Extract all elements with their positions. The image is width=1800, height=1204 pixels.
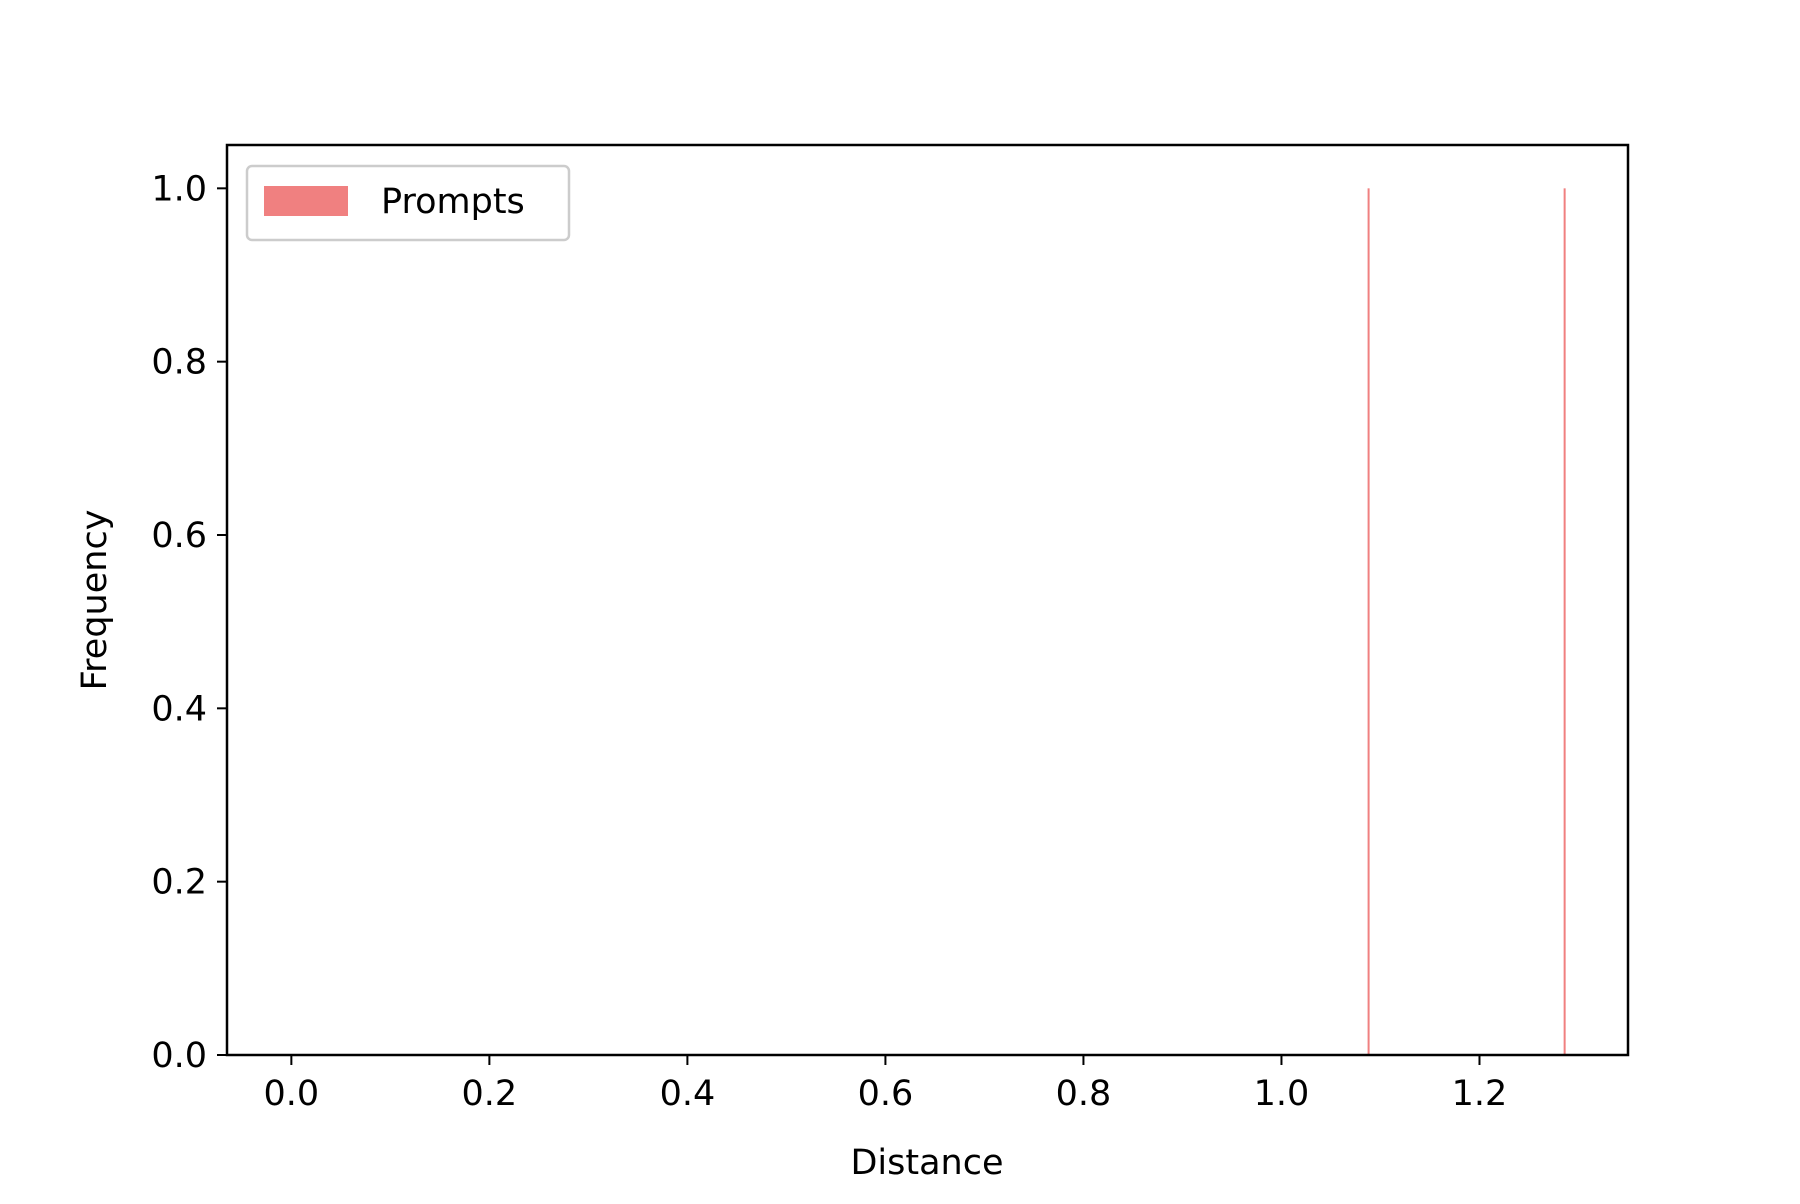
legend-label: Prompts	[381, 182, 525, 222]
y-tick-label: 1.0	[151, 169, 207, 209]
x-tick-label: 0.0	[264, 1074, 320, 1114]
y-axis-label: Frequency	[75, 510, 115, 691]
y-tick-label: 0.0	[151, 1036, 207, 1076]
x-tick-label: 0.2	[462, 1074, 518, 1114]
x-tick-label: 1.0	[1254, 1074, 1310, 1114]
legend-swatch	[264, 186, 348, 216]
y-tick-label: 0.2	[151, 863, 207, 903]
histogram-bar-1	[1367, 188, 1370, 1056]
x-tick-label: 1.2	[1452, 1074, 1508, 1114]
x-axis-label: Distance	[850, 1143, 1003, 1183]
legend-frame	[245, 164, 571, 242]
bars-layer	[1367, 188, 1566, 1056]
x-axis-ticks: 0.0 0.2 0.4 0.6 0.8 1.0 1.2	[264, 1055, 1508, 1114]
x-tick-label: 0.4	[660, 1074, 716, 1114]
x-tick-label: 0.6	[858, 1074, 914, 1114]
plot-area	[227, 145, 1628, 1055]
y-tick-label: 0.4	[151, 689, 207, 729]
x-tick-label: 0.8	[1056, 1074, 1112, 1114]
y-axis-ticks: 0.0 0.2 0.4 0.6 0.8 1.0	[151, 169, 227, 1076]
y-tick-label: 0.8	[151, 343, 207, 383]
axes-frame	[225, 143, 1630, 1057]
legend: Prompts	[245, 164, 571, 242]
histogram-bar-2	[1563, 188, 1566, 1056]
y-tick-label: 0.6	[151, 516, 207, 556]
